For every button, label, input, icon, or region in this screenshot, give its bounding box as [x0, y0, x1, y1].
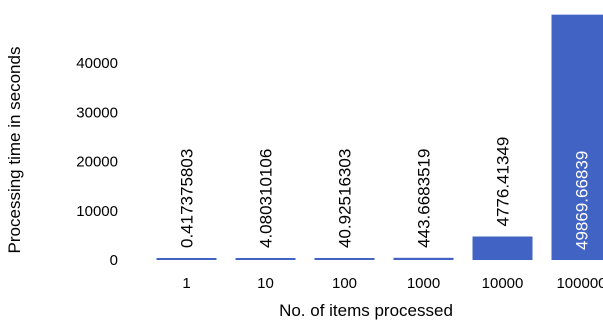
- data-label: 4.080310106: [257, 149, 276, 248]
- data-label: 0.417375803: [178, 149, 197, 248]
- y-tick-label: 40000: [76, 55, 118, 72]
- data-label: 40.92516303: [336, 149, 355, 248]
- x-tick-label: 1000: [407, 275, 440, 292]
- x-tick-label: 1: [182, 275, 190, 292]
- x-axis-title: No. of items processed: [279, 301, 453, 320]
- y-tick-label: 30000: [76, 104, 118, 121]
- y-tick-label: 20000: [76, 154, 118, 171]
- bar: [393, 257, 454, 260]
- y-tick-label: 0: [110, 252, 118, 269]
- data-label: 4776.41349: [494, 137, 513, 227]
- bar: [472, 236, 533, 260]
- data-label: 49869.66839: [573, 151, 592, 250]
- bars-group: [156, 14, 603, 260]
- x-tick-label: 10000: [482, 275, 524, 292]
- x-tick-label: 100: [332, 275, 357, 292]
- bar: [551, 14, 603, 260]
- data-label: 443.6683519: [415, 149, 434, 248]
- y-tick-label: 10000: [76, 203, 118, 220]
- x-tick-label: 100000: [556, 275, 603, 292]
- bar: [156, 258, 217, 260]
- x-tick-labels: 1 10 100 1000 10000 100000: [182, 275, 603, 292]
- x-tick-label: 10: [257, 275, 274, 292]
- y-axis-title: Processing time in seconds: [5, 47, 24, 254]
- bar: [314, 258, 375, 260]
- data-labels: 0.417375803 4.080310106 40.92516303 443.668…: [178, 137, 592, 250]
- y-tick-labels: 0 10000 20000 30000 40000: [76, 55, 118, 269]
- bar: [235, 258, 296, 260]
